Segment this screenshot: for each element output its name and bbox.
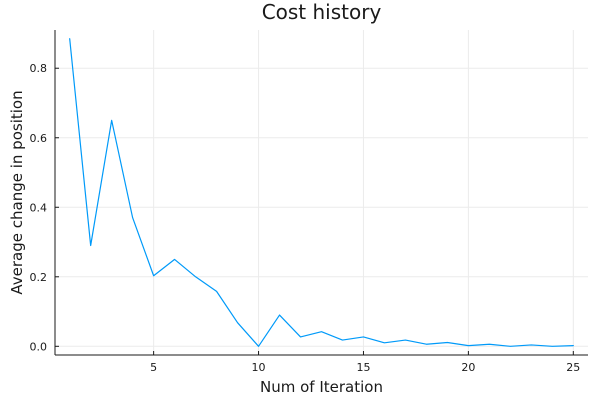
x-tick-label: 20 [461,361,475,374]
x-tick-label: 5 [150,361,157,374]
grid [55,30,588,355]
x-tick-label: 15 [356,361,370,374]
x-axis-title: Num of Iteration [260,378,383,396]
chart-title: Cost history [262,0,382,24]
y-tick-label: 0.4 [30,201,48,214]
series-line [69,38,574,347]
tick-labels: 5 10 15 20 25 0.0 0.2 0.4 0.6 0.8 [30,62,581,374]
x-tick-label: 25 [566,361,580,374]
y-tick-label: 0.8 [30,62,48,75]
y-tick-label: 0.2 [30,271,48,284]
y-tick-label: 0.0 [30,340,48,353]
y-tick-label: 0.6 [30,132,48,145]
y-axis-title: Average change in position [8,90,26,294]
x-tick-label: 10 [252,361,266,374]
series-layer [69,38,574,347]
axes [54,30,588,356]
